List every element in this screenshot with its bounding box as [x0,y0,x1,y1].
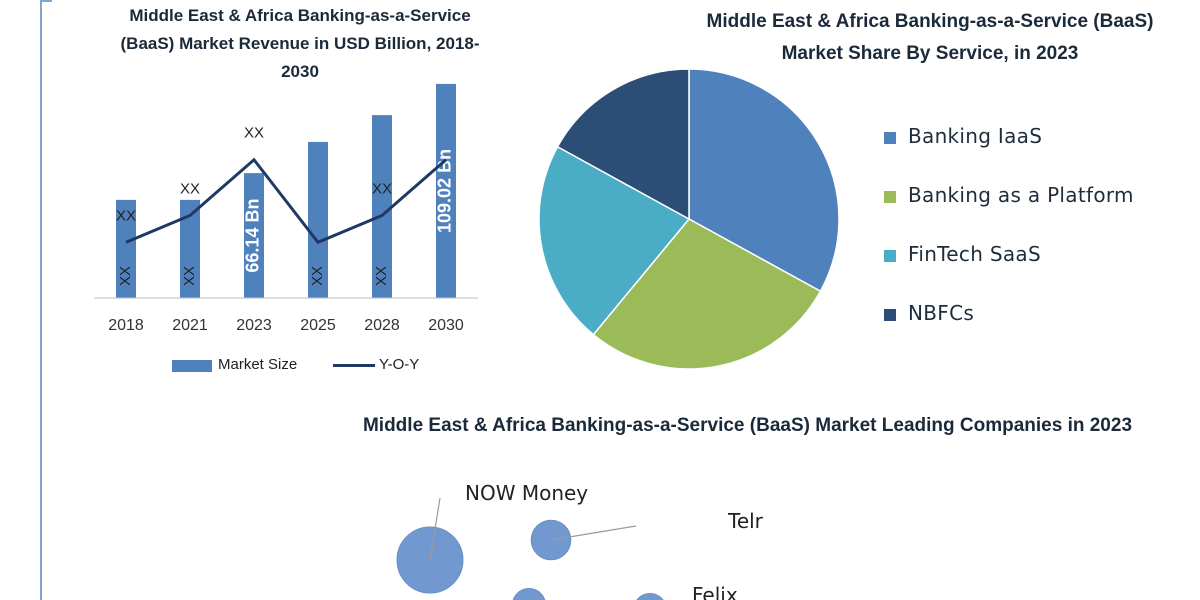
bar-data-label: XX [117,266,134,286]
bubble-chart-title: Middle East & Africa Banking-as-a-Servic… [362,415,1133,436]
pie-slice [538,145,691,336]
legend-label: NBFCs [908,301,975,325]
pie-slice [592,218,822,370]
x-tick-label: 2021 [172,317,208,334]
bar [116,199,136,298]
pie-chart-legend: Banking IaaS Banking as a Platform FinTe… [870,115,1190,351]
frame-left-border [40,0,42,600]
pie-chart [538,68,840,370]
bubble-leader-line [429,497,441,561]
bar-data-label: 66.14 Bn [243,199,263,273]
yoy-data-label: XX [244,125,264,142]
bar [436,83,456,298]
bar [372,115,392,298]
bubble-label: Telr [727,509,764,533]
bar [180,199,200,298]
market-size-legend-swatch [172,360,212,372]
yoy-legend-label: Y-O-Y [379,356,420,373]
x-tick-label: 2023 [236,317,272,334]
yoy-line [125,157,447,245]
x-tick-label: 2025 [300,317,336,334]
legend-swatch [884,309,896,321]
bar [244,173,264,298]
bubble [636,593,664,600]
legend-swatch [884,132,896,144]
bubble [512,588,546,600]
bar-chart-title: Middle East & Africa Banking-as-a-Servic… [120,6,480,81]
legend-label: Banking as a Platform [908,183,1134,207]
legend-item-nbfcs: NBFCs [870,292,1190,351]
yoy-data-label: XX [180,180,200,197]
bar-chart: XX 2018 XX 2021 66.14 Bn 2023 XX 2025 XX 2028 109.… [94,83,478,334]
bar-data-label: 109.02 Bn [435,149,455,233]
legend-item-banking-iaas: Banking IaaS [870,115,1190,174]
bubble-label: Felix [692,583,738,600]
bubble-chart: NOW Money Telr Felix [396,481,764,600]
pie-chart-title: Middle East & Africa Banking-as-a-Servic… [706,11,1154,64]
pie-slice [688,68,840,293]
bar-data-label: XX [181,266,198,286]
bubble-leader-line [550,525,637,541]
x-tick-label: 2030 [428,317,464,334]
market-size-legend-label: Market Size [218,356,298,373]
yoy-legend-line [333,364,375,367]
legend-swatch [884,191,896,203]
yoy-data-label: XX [116,207,136,224]
x-tick-label: 2018 [108,317,144,334]
legend-label: FinTech SaaS [908,242,1041,266]
pie-slice [556,68,690,221]
bar-data-label: XX [373,266,390,286]
frame-top-border [40,0,52,2]
bar-data-label: XX [309,266,326,286]
bar [308,141,328,298]
legend-swatch [884,250,896,262]
x-tick-label: 2028 [364,317,400,334]
legend-item-banking-as-a-platform: Banking as a Platform [870,174,1190,233]
yoy-data-label: XX [372,180,392,197]
legend-item-fintech-saas: FinTech SaaS [870,233,1190,292]
bubble-label: NOW Money [465,481,588,505]
legend-label: Banking IaaS [908,124,1043,148]
